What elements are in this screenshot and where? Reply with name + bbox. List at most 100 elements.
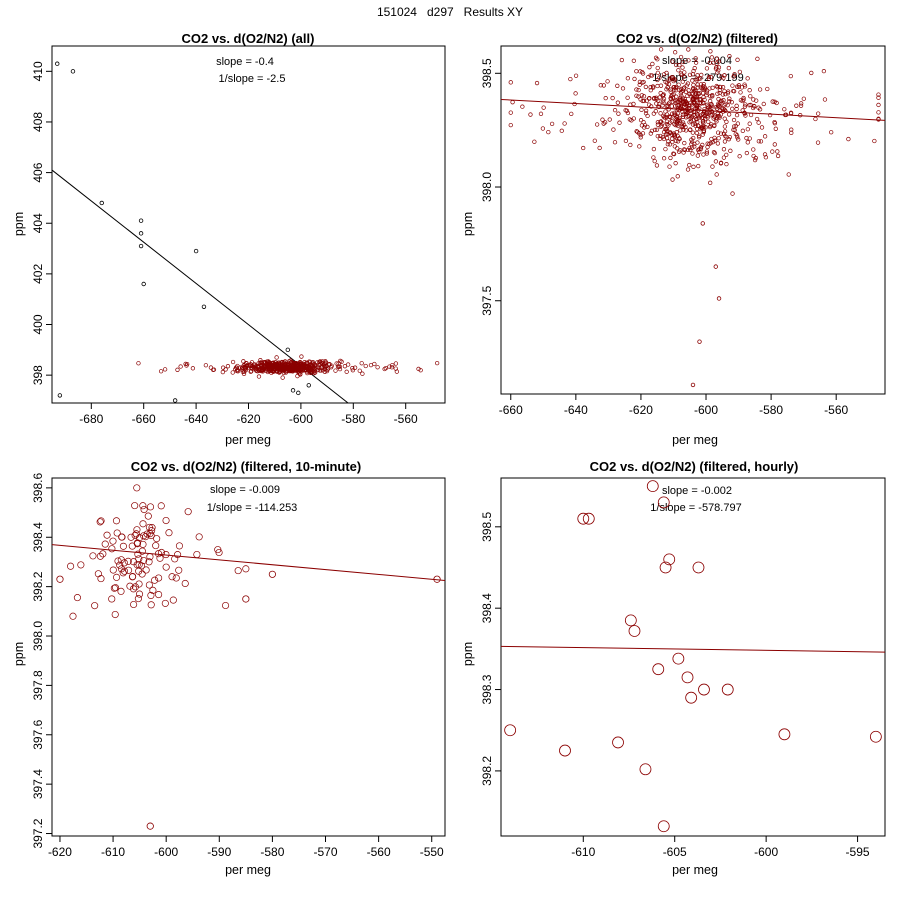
data-point (418, 368, 423, 373)
data-point (528, 112, 533, 117)
data-point (712, 123, 717, 128)
data-point (666, 123, 671, 128)
data-point (876, 110, 881, 115)
data-point (257, 368, 262, 373)
data-point (693, 91, 699, 96)
data-point (667, 77, 672, 82)
data-point (698, 146, 704, 151)
data-point (559, 744, 571, 757)
data-point (133, 539, 141, 547)
data-point (642, 123, 648, 128)
panel-marks: -610 -605 -600 -595 398.2 398.3 398.4 398.5 (480, 480, 885, 859)
data-point (637, 82, 642, 87)
data-point (687, 120, 692, 125)
data-point (639, 93, 645, 98)
data-point (317, 368, 323, 373)
panel-filtered: CO2 vs. d(O2/N2) (filtered) per meg ppm … (461, 31, 886, 447)
data-point (682, 147, 688, 153)
data-point (668, 89, 673, 94)
data-point (572, 101, 577, 107)
data-point (193, 248, 199, 254)
data-point (730, 83, 735, 88)
data-point (623, 138, 629, 144)
data-point (690, 122, 696, 127)
data-point (638, 69, 643, 74)
data-point (736, 84, 741, 90)
data-point (696, 108, 701, 113)
data-point (108, 545, 116, 553)
data-point (146, 503, 155, 511)
data-point (665, 142, 670, 147)
data-point (143, 530, 151, 538)
x-tick-label: -560 (824, 403, 848, 417)
data-point (145, 558, 153, 566)
data-point (648, 131, 653, 136)
data-point (763, 155, 769, 160)
data-point (664, 112, 670, 117)
data-point (140, 532, 148, 540)
data-point (747, 103, 752, 108)
data-point (735, 84, 740, 89)
data-point (710, 112, 715, 117)
data-point (646, 480, 659, 493)
data-point (172, 574, 180, 582)
data-point (664, 126, 670, 132)
data-point (615, 83, 620, 88)
data-point (696, 163, 701, 169)
data-point (676, 68, 681, 73)
data-point (77, 561, 85, 569)
data-point (254, 368, 259, 373)
data-point (433, 575, 441, 583)
data-point (661, 96, 667, 102)
data-point (193, 550, 201, 559)
data-point (684, 111, 689, 117)
data-point (694, 117, 699, 122)
data-point (634, 69, 639, 74)
data-point (600, 117, 605, 122)
data-point (145, 581, 153, 589)
data-point (721, 98, 726, 103)
data-point (292, 368, 298, 373)
data-point (597, 145, 602, 151)
data-point (706, 74, 712, 80)
data-point (732, 72, 737, 77)
data-point (640, 69, 645, 75)
data-point (131, 583, 139, 591)
data-point (625, 110, 631, 116)
data-point (632, 76, 637, 82)
x-tick-label: -620 (236, 412, 260, 426)
y-tick-label: 397.4 (31, 769, 45, 799)
data-point (670, 92, 675, 98)
data-point (709, 136, 714, 142)
data-point (312, 370, 317, 376)
data-point (96, 552, 104, 560)
data-point (612, 736, 624, 749)
data-point (322, 364, 327, 369)
data-point (728, 148, 733, 153)
data-point (103, 531, 111, 539)
data-point (658, 124, 663, 129)
data-point (678, 106, 683, 111)
data-point (617, 120, 622, 125)
data-point (701, 130, 706, 135)
data-point (671, 85, 676, 90)
data-point (735, 121, 741, 126)
data-point (288, 358, 293, 363)
data-point (647, 65, 652, 70)
data-point (175, 542, 183, 550)
data-point (723, 133, 728, 139)
data-point (592, 138, 597, 143)
data-point (698, 82, 704, 87)
data-point (149, 586, 157, 594)
y-tick-label: 398.2 (480, 756, 494, 786)
data-point (168, 573, 176, 581)
data-point (748, 94, 753, 99)
data-point (638, 97, 643, 102)
panel-title: CO2 vs. d(O2/N2) (filtered, hourly) (590, 459, 799, 474)
data-point (715, 84, 720, 90)
panel-marks: -680 -660 -640 -620 -600 -580 -560 398 400 402 404… (31, 61, 440, 426)
data-point (691, 109, 697, 115)
data-point (714, 56, 720, 61)
y-tick-label: 400 (31, 314, 45, 334)
data-point (735, 57, 740, 62)
